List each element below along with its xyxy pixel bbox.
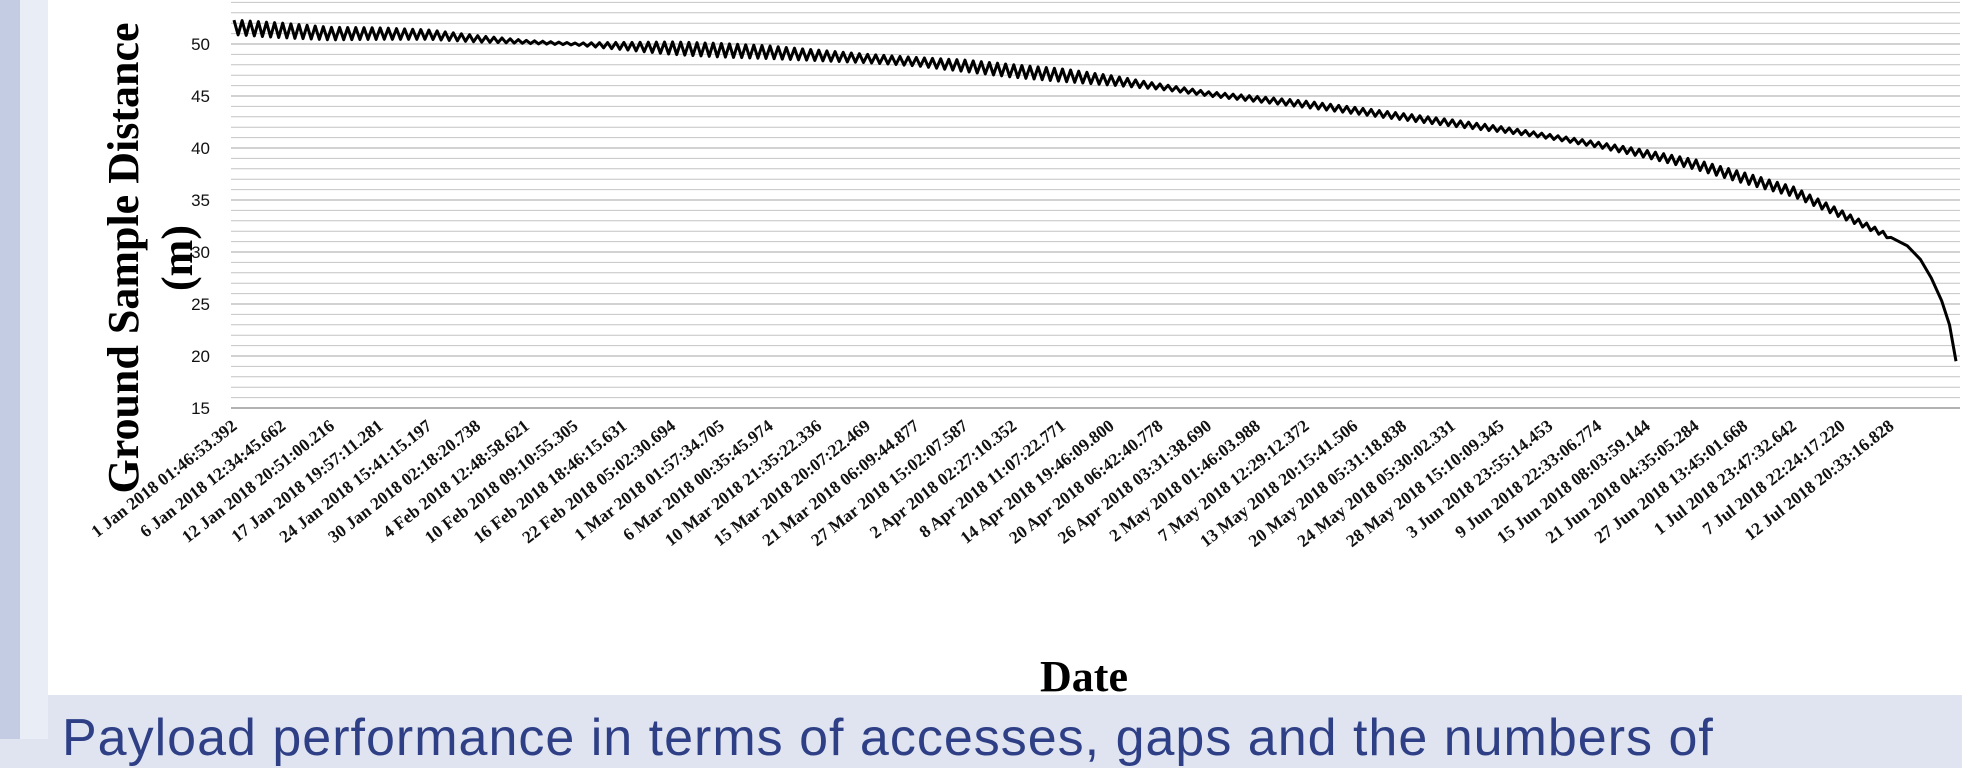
y-axis-title-line-2: (m) (153, 225, 202, 291)
y-tick-label: 35 (191, 191, 210, 210)
y-tick-label: 45 (191, 87, 210, 106)
slide-left-border (0, 0, 20, 739)
gsd-line-chart: 15 20 25 30 35 40 45 50 1 Jan 2018 01:46:53.392… (87, 1, 1960, 695)
chart-panel: 15 20 25 30 35 40 45 50 1 Jan 2018 01:46:53.392… (48, 0, 1962, 695)
y-axis-title-line-1: Ground Sample Distance (99, 22, 148, 493)
series-line-gsd (232, 19, 1958, 362)
x-axis-title: Date (1040, 652, 1128, 695)
y-tick-label: 50 (191, 35, 210, 54)
y-tick-label: 30 (191, 243, 210, 262)
y-tick-label: 40 (191, 139, 210, 158)
grid-lines (231, 1, 1960, 409)
y-tick-label: 25 (191, 295, 210, 314)
slide-left-margin (20, 0, 48, 739)
y-tick-label: 20 (191, 347, 210, 366)
y-axis-ticks: 15 20 25 30 35 40 45 50 (191, 35, 210, 418)
slide-caption: Payload performance in terms of accesses… (62, 709, 1714, 767)
y-tick-label: 15 (191, 399, 210, 418)
